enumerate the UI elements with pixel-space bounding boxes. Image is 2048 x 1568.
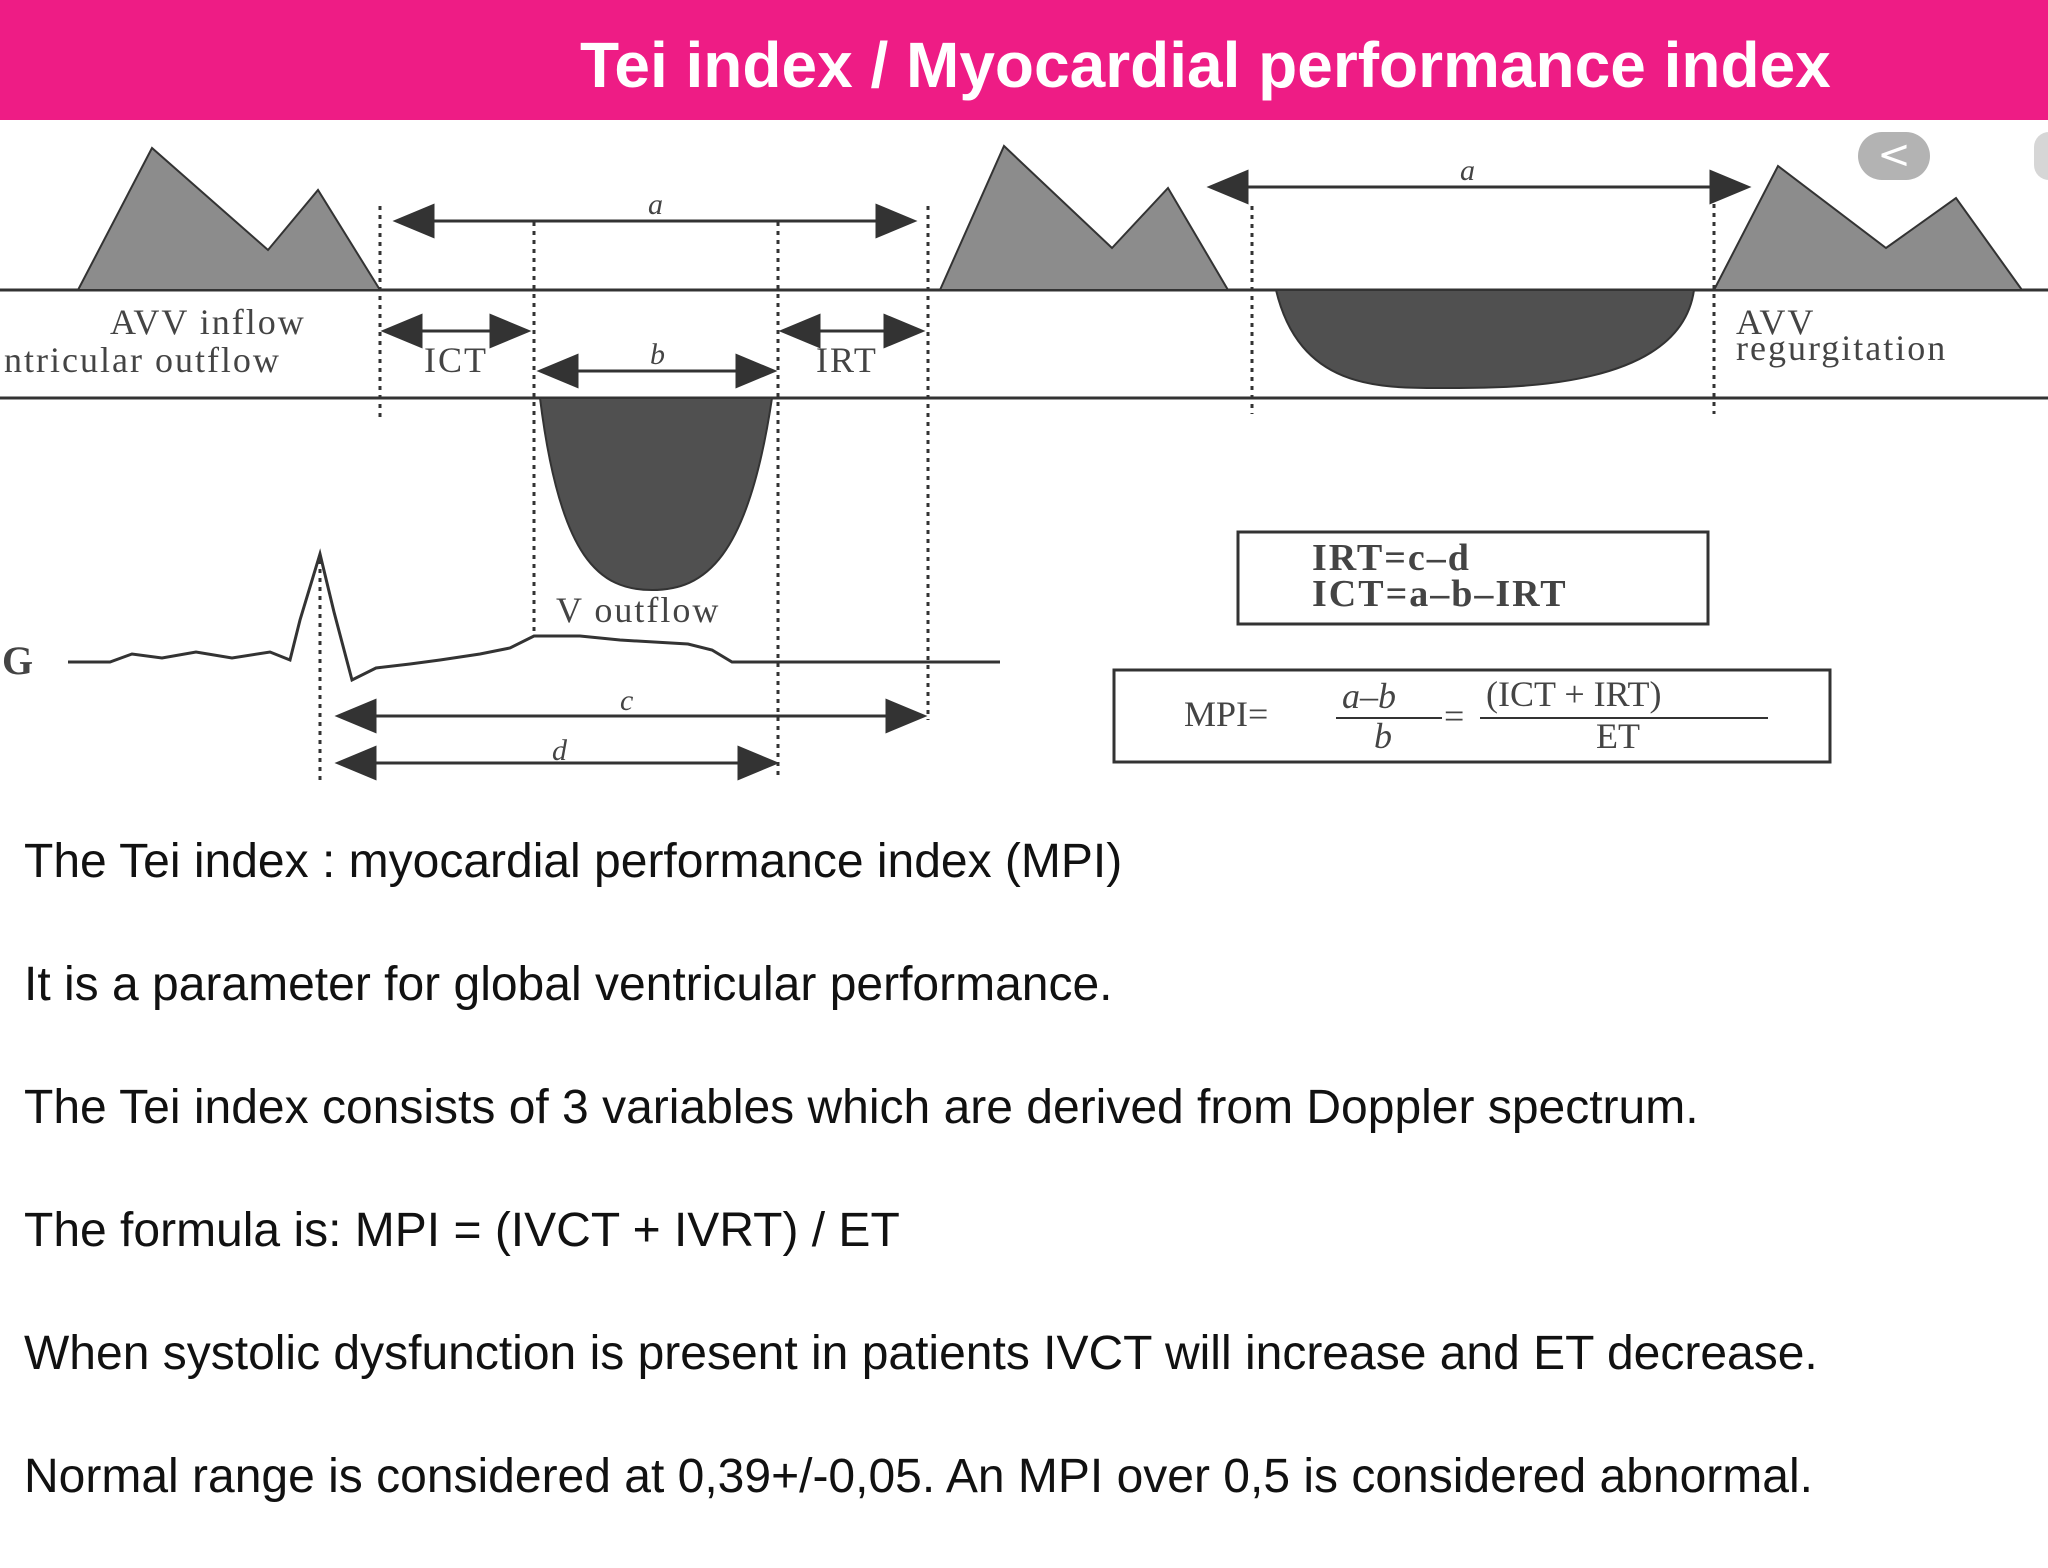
ventricular-outflow-shape (538, 397, 774, 592)
mpi-lhs: MPI= (1184, 694, 1268, 734)
label-b: b (650, 338, 665, 371)
ecg-trace (68, 548, 1000, 683)
label-avv-regurgitation-2: regurgitation (1736, 328, 1947, 368)
avv-inflow-wave-right (1712, 164, 2024, 291)
slide-header: Tei index / Myocardial performance index (0, 0, 2048, 120)
label-ecg: G (2, 638, 35, 683)
body-line-6: Normal range is considered at 0,39+/-0,0… (24, 1450, 1813, 1503)
timing-guides (318, 186, 1716, 782)
irt-ict-equation-box (1236, 530, 1710, 626)
body-line-5: When systolic dysfunction is present in … (24, 1327, 1818, 1380)
slide-body: The Tei index : myocardial performance i… (24, 830, 2024, 1568)
tei-index-diagram: a a b c d AVV inflow ntricular outflow I… (0, 144, 2048, 782)
label-ventricular-outflow: ntricular outflow (4, 340, 281, 380)
label-a-right: a (1460, 154, 1475, 187)
mpi-formula-box (1112, 668, 1832, 764)
label-d: d (552, 734, 568, 767)
label-a-left: a (648, 188, 663, 221)
back-button[interactable]: < (1858, 132, 1930, 180)
avv-inflow-wave-middle (938, 144, 1230, 291)
label-v-outflow: V outflow (556, 590, 720, 630)
mpi-frac1-num: a–b (1342, 676, 1396, 716)
label-irt: IRT (816, 340, 878, 380)
label-avv-inflow: AVV inflow (110, 302, 306, 342)
mpi-frac2-num: (ICT + IRT) (1486, 674, 1661, 714)
equation-irt: IRT=c–d (1312, 537, 1471, 579)
next-button-partial[interactable] (2034, 132, 2048, 180)
avv-inflow-wave-left (76, 146, 382, 291)
label-ict: ICT (424, 340, 488, 380)
label-c: c (620, 684, 633, 717)
body-line-4: The formula is: MPI = (IVCT + IVRT) / ET (24, 1204, 900, 1257)
body-line-2: It is a parameter for global ventricular… (24, 958, 1113, 1011)
slide-title: Tei index / Myocardial performance index (580, 29, 1831, 101)
body-line-3: The Tei index consists of 3 variables wh… (24, 1081, 1699, 1134)
label-avv-regurgitation-1: AVV (1736, 302, 1815, 342)
mpi-equals: = (1444, 696, 1464, 736)
avv-regurgitation-shape (1274, 289, 1696, 390)
equation-ict: ICT=a–b–IRT (1312, 573, 1568, 615)
mpi-frac2-den: ET (1596, 716, 1640, 756)
body-line-1: The Tei index : myocardial performance i… (24, 835, 1123, 888)
mpi-frac1-den: b (1374, 716, 1392, 756)
chevron-left-icon: < (1877, 132, 1911, 178)
